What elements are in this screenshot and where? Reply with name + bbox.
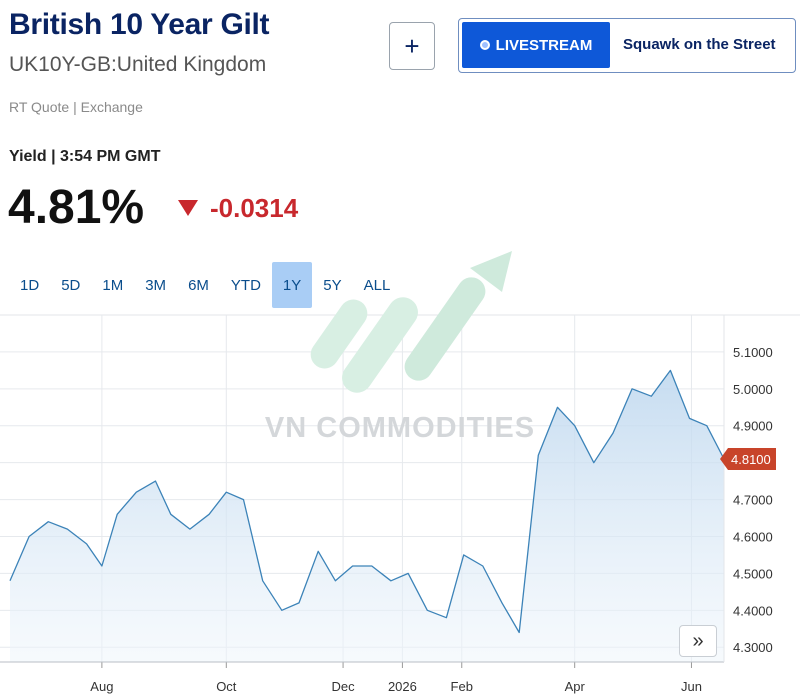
timeframe-tabs: 1D 5D 1M 3M 6M YTD 1Y 5Y ALL xyxy=(9,262,401,308)
livestream-widget[interactable]: LIVESTREAM Squawk on the Street xyxy=(458,18,796,73)
y-tick-label: 5.0000 xyxy=(733,382,773,397)
y-tick-label: 4.4000 xyxy=(733,603,773,618)
add-to-watchlist-button[interactable]: + xyxy=(389,22,435,70)
watermark-bar-icon xyxy=(404,277,486,381)
x-tick-label: Feb xyxy=(451,679,473,694)
x-tick-label: Dec xyxy=(332,679,356,694)
tab-3m[interactable]: 3M xyxy=(145,276,167,294)
watermark-bar-icon xyxy=(310,299,368,369)
tab-6m[interactable]: 6M xyxy=(188,276,209,294)
y-tick-label: 4.7000 xyxy=(733,493,773,508)
tab-ytd[interactable]: YTD xyxy=(230,276,261,294)
y-tick-label: 4.9000 xyxy=(733,419,773,434)
expand-chart-button[interactable]: » xyxy=(679,625,717,657)
down-arrow-icon xyxy=(178,200,198,216)
live-indicator-icon xyxy=(479,40,490,50)
yield-change: -0.0314 xyxy=(210,193,299,223)
double-chevron-right-icon: » xyxy=(692,629,704,652)
tab-5y[interactable]: 5Y xyxy=(323,276,342,294)
watermark-text: VN COMMODITIES xyxy=(265,412,535,444)
last-value-marker xyxy=(720,447,776,470)
x-tick-label: Jun xyxy=(681,679,702,694)
tab-all[interactable]: ALL xyxy=(363,276,391,294)
y-tick-label: 5.1000 xyxy=(733,345,773,360)
watermark-bar-icon xyxy=(342,297,418,393)
watermark: VN COMMODITIES xyxy=(265,251,535,444)
plus-icon: + xyxy=(404,30,420,61)
livestream-button[interactable]: LIVESTREAM xyxy=(462,22,610,68)
symbol-subtitle: UK10Y-GB:United Kingdom xyxy=(9,53,267,76)
current-yield: 4.81% xyxy=(8,181,145,234)
series-area xyxy=(10,370,724,662)
x-tick-label: Oct xyxy=(216,679,237,694)
tab-5d[interactable]: 5D xyxy=(61,276,81,294)
series-line xyxy=(9,369,725,634)
tab-1d[interactable]: 1D xyxy=(20,276,40,294)
tab-1m[interactable]: 1M xyxy=(102,276,124,294)
y-tick-label: 4.3000 xyxy=(733,640,773,655)
yield-timestamp: Yield | 3:54 PM GMT xyxy=(9,148,161,165)
last-value-label: 4.8100 xyxy=(731,452,771,467)
x-tick-label: Aug xyxy=(90,679,113,694)
tab-1y[interactable]: 1Y xyxy=(271,262,313,308)
watermark-arrow-icon xyxy=(470,251,512,292)
page-title: British 10 Year Gilt xyxy=(9,8,270,41)
livestream-show-name[interactable]: Squawk on the Street xyxy=(623,36,776,53)
rt-quote-label: RT Quote | Exchange xyxy=(9,99,143,115)
x-tick-label: Apr xyxy=(565,679,586,694)
y-tick-label: 4.5000 xyxy=(733,566,773,581)
x-tick-label: 2026 xyxy=(388,679,417,694)
livestream-label: LIVESTREAM xyxy=(495,36,593,54)
y-tick-label: 4.6000 xyxy=(733,529,773,544)
